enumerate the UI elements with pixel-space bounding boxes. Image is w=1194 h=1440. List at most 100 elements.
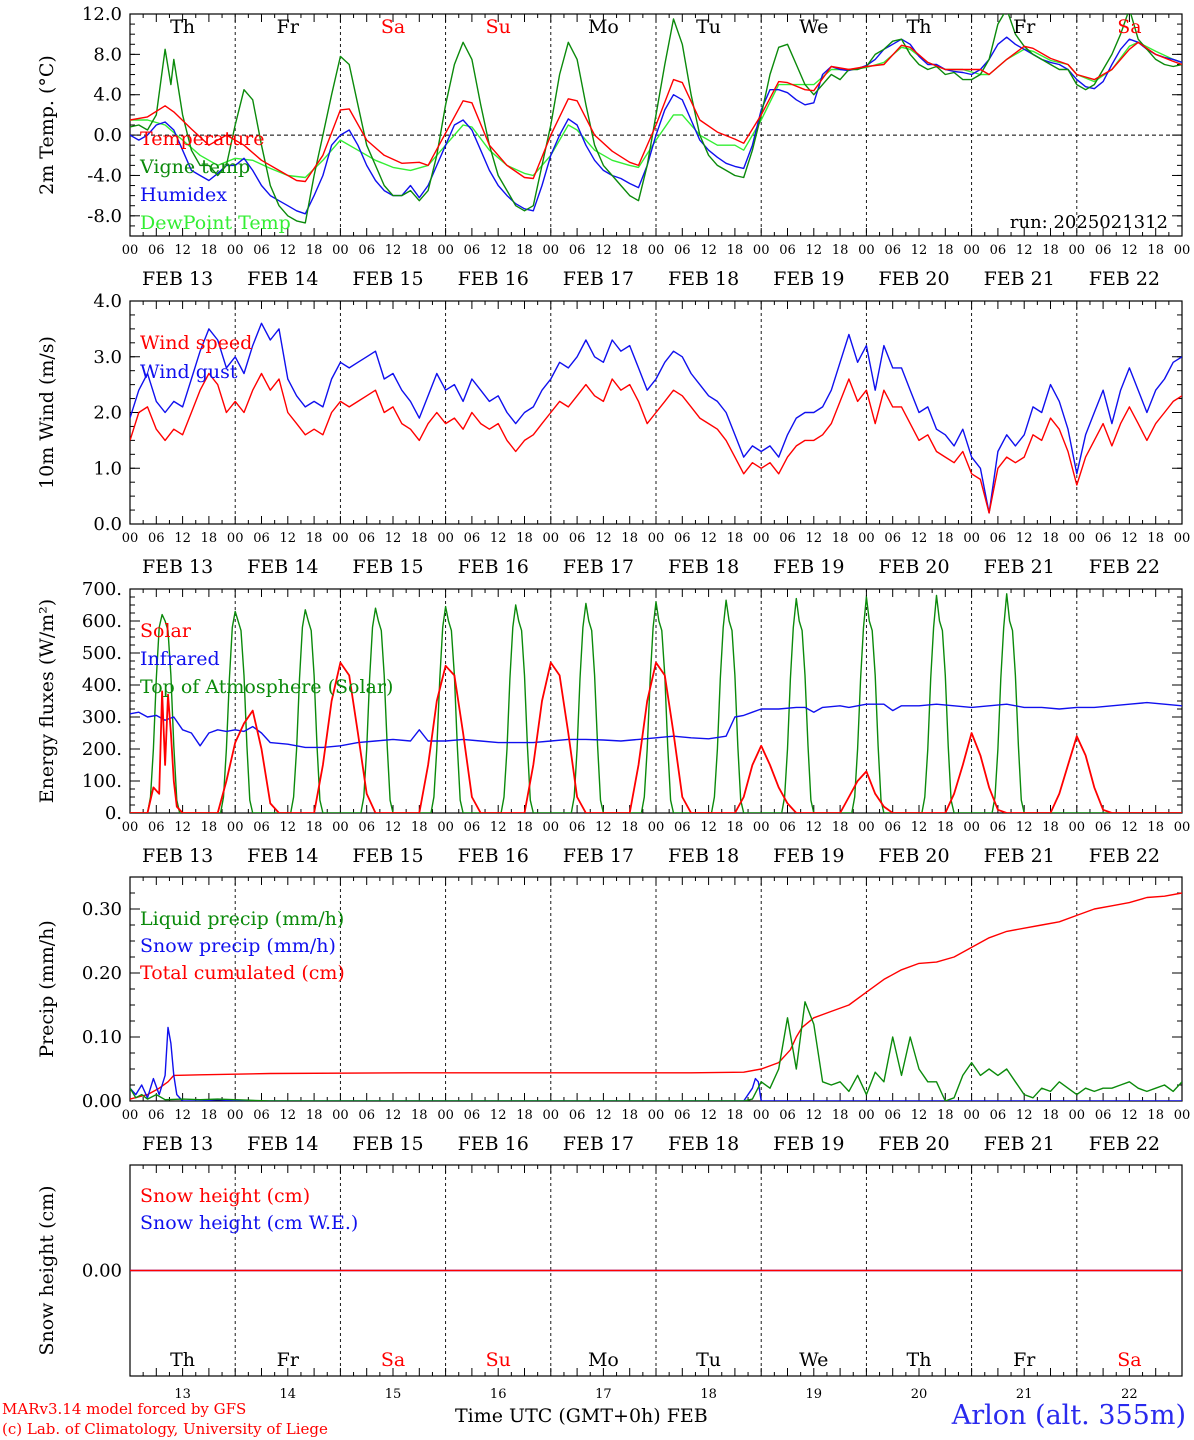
hour-label: 00 <box>858 243 875 258</box>
hour-label: 06 <box>990 1108 1007 1123</box>
date-label: FEB 21 <box>984 268 1055 290</box>
legend-entry: DewPoint Temp <box>140 212 291 234</box>
legend-entry: Wind speed <box>140 332 252 354</box>
date-label: FEB 17 <box>563 268 634 290</box>
y-tick-label: 100. <box>82 771 122 792</box>
hour-label: 06 <box>779 531 796 546</box>
hour-label: 12 <box>385 1108 402 1123</box>
date-label: FEB 20 <box>878 845 949 867</box>
date-label: FEB 13 <box>142 556 213 578</box>
hour-label: 18 <box>516 243 533 258</box>
series-group <box>130 593 1182 813</box>
date-label: FEB 15 <box>352 556 423 578</box>
hour-label: 18 <box>937 1108 954 1123</box>
hour-label: 12 <box>1121 1108 1138 1123</box>
hour-label: 06 <box>253 820 270 835</box>
day-name: Fr <box>1013 16 1036 38</box>
hour-label: 12 <box>911 1108 928 1123</box>
station-name: Arlon (alt. 355m) <box>951 1400 1186 1431</box>
legend-entry: Vigne temp <box>139 156 250 178</box>
hour-label: 18 <box>937 243 954 258</box>
hour-label: 00 <box>1174 1108 1191 1123</box>
hour-label: 00 <box>1069 1108 1086 1123</box>
hour-label: 06 <box>253 531 270 546</box>
hour-label: 12 <box>280 1108 297 1123</box>
date-label: FEB 14 <box>247 268 318 290</box>
hour-label: 06 <box>1095 531 1112 546</box>
y-tick-label: 600. <box>82 611 122 632</box>
hour-label: 06 <box>674 531 691 546</box>
hour-label: 00 <box>648 531 665 546</box>
hour-label: 00 <box>1069 243 1086 258</box>
day-number: 18 <box>700 1387 717 1400</box>
y-tick-label: 12.0 <box>82 4 122 25</box>
hour-label: 06 <box>990 243 1007 258</box>
series-line-wind-speed <box>130 372 1182 514</box>
date-label: FEB 19 <box>773 845 844 867</box>
date-label: FEB 14 <box>247 556 318 578</box>
date-label: FEB 15 <box>352 268 423 290</box>
date-label: FEB 20 <box>878 1133 949 1155</box>
hour-label: 18 <box>832 820 849 835</box>
date-label: FEB 22 <box>1089 845 1160 867</box>
y-tick-label: 0. <box>105 803 122 824</box>
y-tick-label: 0.00 <box>82 1261 122 1282</box>
y-axis-title: Energy fluxes (W/m²) <box>36 599 58 803</box>
day-name: Sa <box>1117 16 1141 38</box>
hour-label: 00 <box>963 820 980 835</box>
hour-label: 12 <box>911 531 928 546</box>
hour-label: 06 <box>569 820 586 835</box>
date-label: FEB 18 <box>668 556 739 578</box>
hour-label: 06 <box>674 1108 691 1123</box>
day-name: Fr <box>1013 1349 1036 1371</box>
hour-label: 00 <box>648 1108 665 1123</box>
hour-label: 00 <box>1174 531 1191 546</box>
date-label: FEB 17 <box>563 556 634 578</box>
hour-label: 06 <box>674 820 691 835</box>
date-label: FEB 15 <box>352 1133 423 1155</box>
hour-label: 18 <box>621 1108 638 1123</box>
hour-label: 00 <box>332 820 349 835</box>
hour-label: 00 <box>648 243 665 258</box>
hour-label: 12 <box>1016 820 1033 835</box>
hour-label: 18 <box>727 243 744 258</box>
hour-label: 18 <box>306 531 323 546</box>
day-number: 19 <box>806 1387 823 1400</box>
hour-label: 00 <box>543 243 560 258</box>
hour-label: 00 <box>753 820 770 835</box>
day-name: Mo <box>588 1349 619 1371</box>
hour-label: 18 <box>1147 243 1164 258</box>
hour-label: 12 <box>174 820 191 835</box>
y-tick-label: 2.0 <box>93 403 122 424</box>
hour-label: 06 <box>253 1108 270 1123</box>
hour-label: 00 <box>437 820 454 835</box>
legend-entry: Snow height (cm W.E.) <box>140 1212 358 1234</box>
hour-label: 06 <box>884 531 901 546</box>
hour-label: 06 <box>358 531 375 546</box>
hour-label: 00 <box>963 531 980 546</box>
series-line-snow-precip-mm-h- <box>130 1026 1182 1101</box>
hour-label: 06 <box>884 820 901 835</box>
date-label: FEB 16 <box>458 845 529 867</box>
hour-label: 18 <box>937 531 954 546</box>
hour-label: 06 <box>464 1108 481 1123</box>
date-label: FEB 22 <box>1089 556 1160 578</box>
date-label: FEB 14 <box>247 845 318 867</box>
hour-label: 18 <box>832 1108 849 1123</box>
y-tick-label: 400. <box>82 675 122 696</box>
hour-label: 18 <box>1147 1108 1164 1123</box>
hour-label: 00 <box>227 1108 244 1123</box>
hour-label: 18 <box>516 531 533 546</box>
hour-label: 06 <box>148 243 165 258</box>
hour-label: 12 <box>280 531 297 546</box>
hour-label: 12 <box>490 1108 507 1123</box>
y-tick-label: 0.20 <box>82 963 122 984</box>
hour-label: 06 <box>990 820 1007 835</box>
series-line-liquid-precip-mm-h- <box>130 1001 1182 1101</box>
hour-label: 00 <box>437 531 454 546</box>
legend-entry: Snow precip (mm/h) <box>140 935 336 957</box>
hour-label: 18 <box>1147 820 1164 835</box>
hour-label: 06 <box>779 820 796 835</box>
y-tick-label: 0.0 <box>93 514 122 535</box>
